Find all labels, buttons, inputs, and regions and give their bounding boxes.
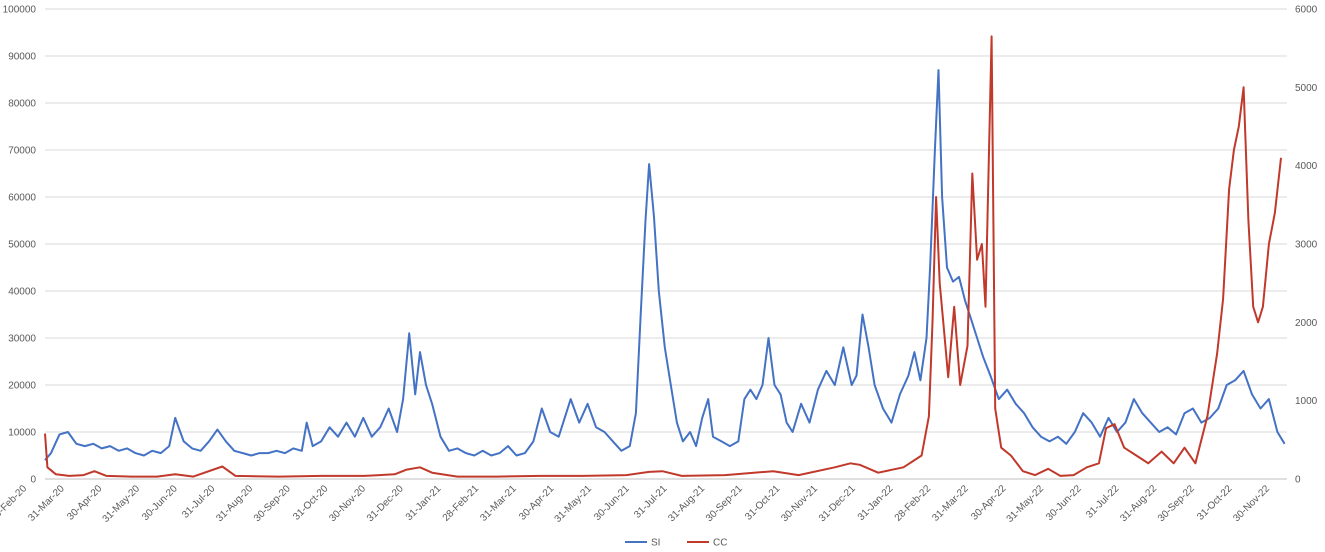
y-right-tick-label: 2000: [1295, 318, 1318, 329]
x-tick-label: 30-Sep-22: [1156, 483, 1197, 524]
y-right-tick-label: 4000: [1295, 161, 1318, 172]
x-tick-label: 30-Jun-21: [592, 483, 632, 523]
x-tick-label: 31-Jul-20: [180, 483, 218, 521]
x-tick-label: 31-Dec-20: [365, 483, 406, 524]
x-tick-label: 31-May-21: [553, 483, 595, 525]
right-y-axis: 0 1000 2000 3000 4000 5000 6000: [1295, 5, 1318, 486]
x-tick-label: 31-Aug-21: [666, 483, 707, 524]
y-right-tick-label: 5000: [1295, 83, 1318, 94]
x-tick-label: 31-Aug-22: [1118, 483, 1159, 524]
y-left-tick-label: 100000: [3, 5, 37, 16]
x-tick-label: 30-Apr-20: [65, 483, 105, 523]
x-tick-label: 30-Sep-21: [704, 483, 745, 524]
series-lines: [44, 35, 1286, 478]
x-tick-label: 30-Nov-21: [779, 483, 820, 524]
x-tick-label: 31-Jul-22: [1084, 483, 1122, 521]
x-tick-label: 31-Jan-21: [404, 483, 444, 523]
x-tick-label: 31-Mar-20: [26, 483, 67, 524]
x-tick-label: 31-Aug-20: [214, 483, 255, 524]
x-tick-label: 28-Feb-21: [441, 483, 482, 524]
x-tick-label: 31-May-22: [1005, 483, 1047, 525]
x-tick-label: 31-Jan-22: [856, 483, 896, 523]
x-axis: 29-Feb-2031-Mar-2030-Apr-2031-May-2030-J…: [0, 483, 1272, 525]
x-tick-label: 30-Sep-20: [252, 483, 293, 524]
y-left-tick-label: 50000: [8, 240, 36, 251]
y-left-tick-label: 40000: [8, 287, 36, 298]
x-tick-label: 29-Feb-20: [0, 483, 29, 524]
x-tick-label: 31-May-20: [101, 483, 143, 525]
legend-label: CC: [713, 538, 727, 549]
y-left-tick-label: 30000: [8, 334, 36, 345]
y-left-tick-label: 20000: [8, 381, 36, 392]
y-right-tick-label: 1000: [1295, 396, 1318, 407]
x-tick-label: 31-Oct-20: [291, 483, 331, 523]
x-tick-label: 31-Oct-22: [1195, 483, 1235, 523]
x-tick-label: 31-Dec-21: [817, 483, 858, 524]
left-y-axis: 0 10000 20000 30000 40000 50000 60000 70000 8000…: [3, 5, 37, 486]
y-right-tick-label: 6000: [1295, 5, 1318, 16]
y-right-tick-label: 0: [1295, 475, 1301, 486]
series-line-cc: [44, 35, 1282, 478]
x-tick-label: 31-Mar-22: [930, 483, 971, 524]
x-tick-label: 30-Jun-20: [140, 483, 180, 523]
series-line-si: [44, 69, 1286, 461]
x-tick-label: 30-Jun-22: [1044, 483, 1084, 523]
y-left-tick-label: 0: [30, 475, 36, 486]
x-tick-label: 31-Mar-21: [478, 483, 519, 524]
x-tick-label: 30-Apr-21: [517, 483, 557, 523]
legend: SI CC: [625, 538, 727, 549]
y-left-tick-label: 80000: [8, 99, 36, 110]
y-left-tick-label: 70000: [8, 146, 36, 157]
gridlines: [45, 8, 1287, 480]
x-tick-label: 28-Feb-22: [893, 483, 934, 524]
y-left-tick-label: 90000: [8, 52, 36, 63]
y-right-tick-label: 3000: [1295, 240, 1318, 251]
y-left-tick-label: 10000: [8, 428, 36, 439]
x-tick-label: 30-Nov-22: [1231, 483, 1272, 524]
x-tick-label: 30-Apr-22: [969, 483, 1009, 523]
x-tick-label: 30-Nov-20: [327, 483, 368, 524]
x-tick-label: 31-Oct-21: [743, 483, 783, 523]
y-left-tick-label: 60000: [8, 193, 36, 204]
legend-label: SI: [651, 538, 660, 549]
x-tick-label: 31-Jul-21: [632, 483, 670, 521]
